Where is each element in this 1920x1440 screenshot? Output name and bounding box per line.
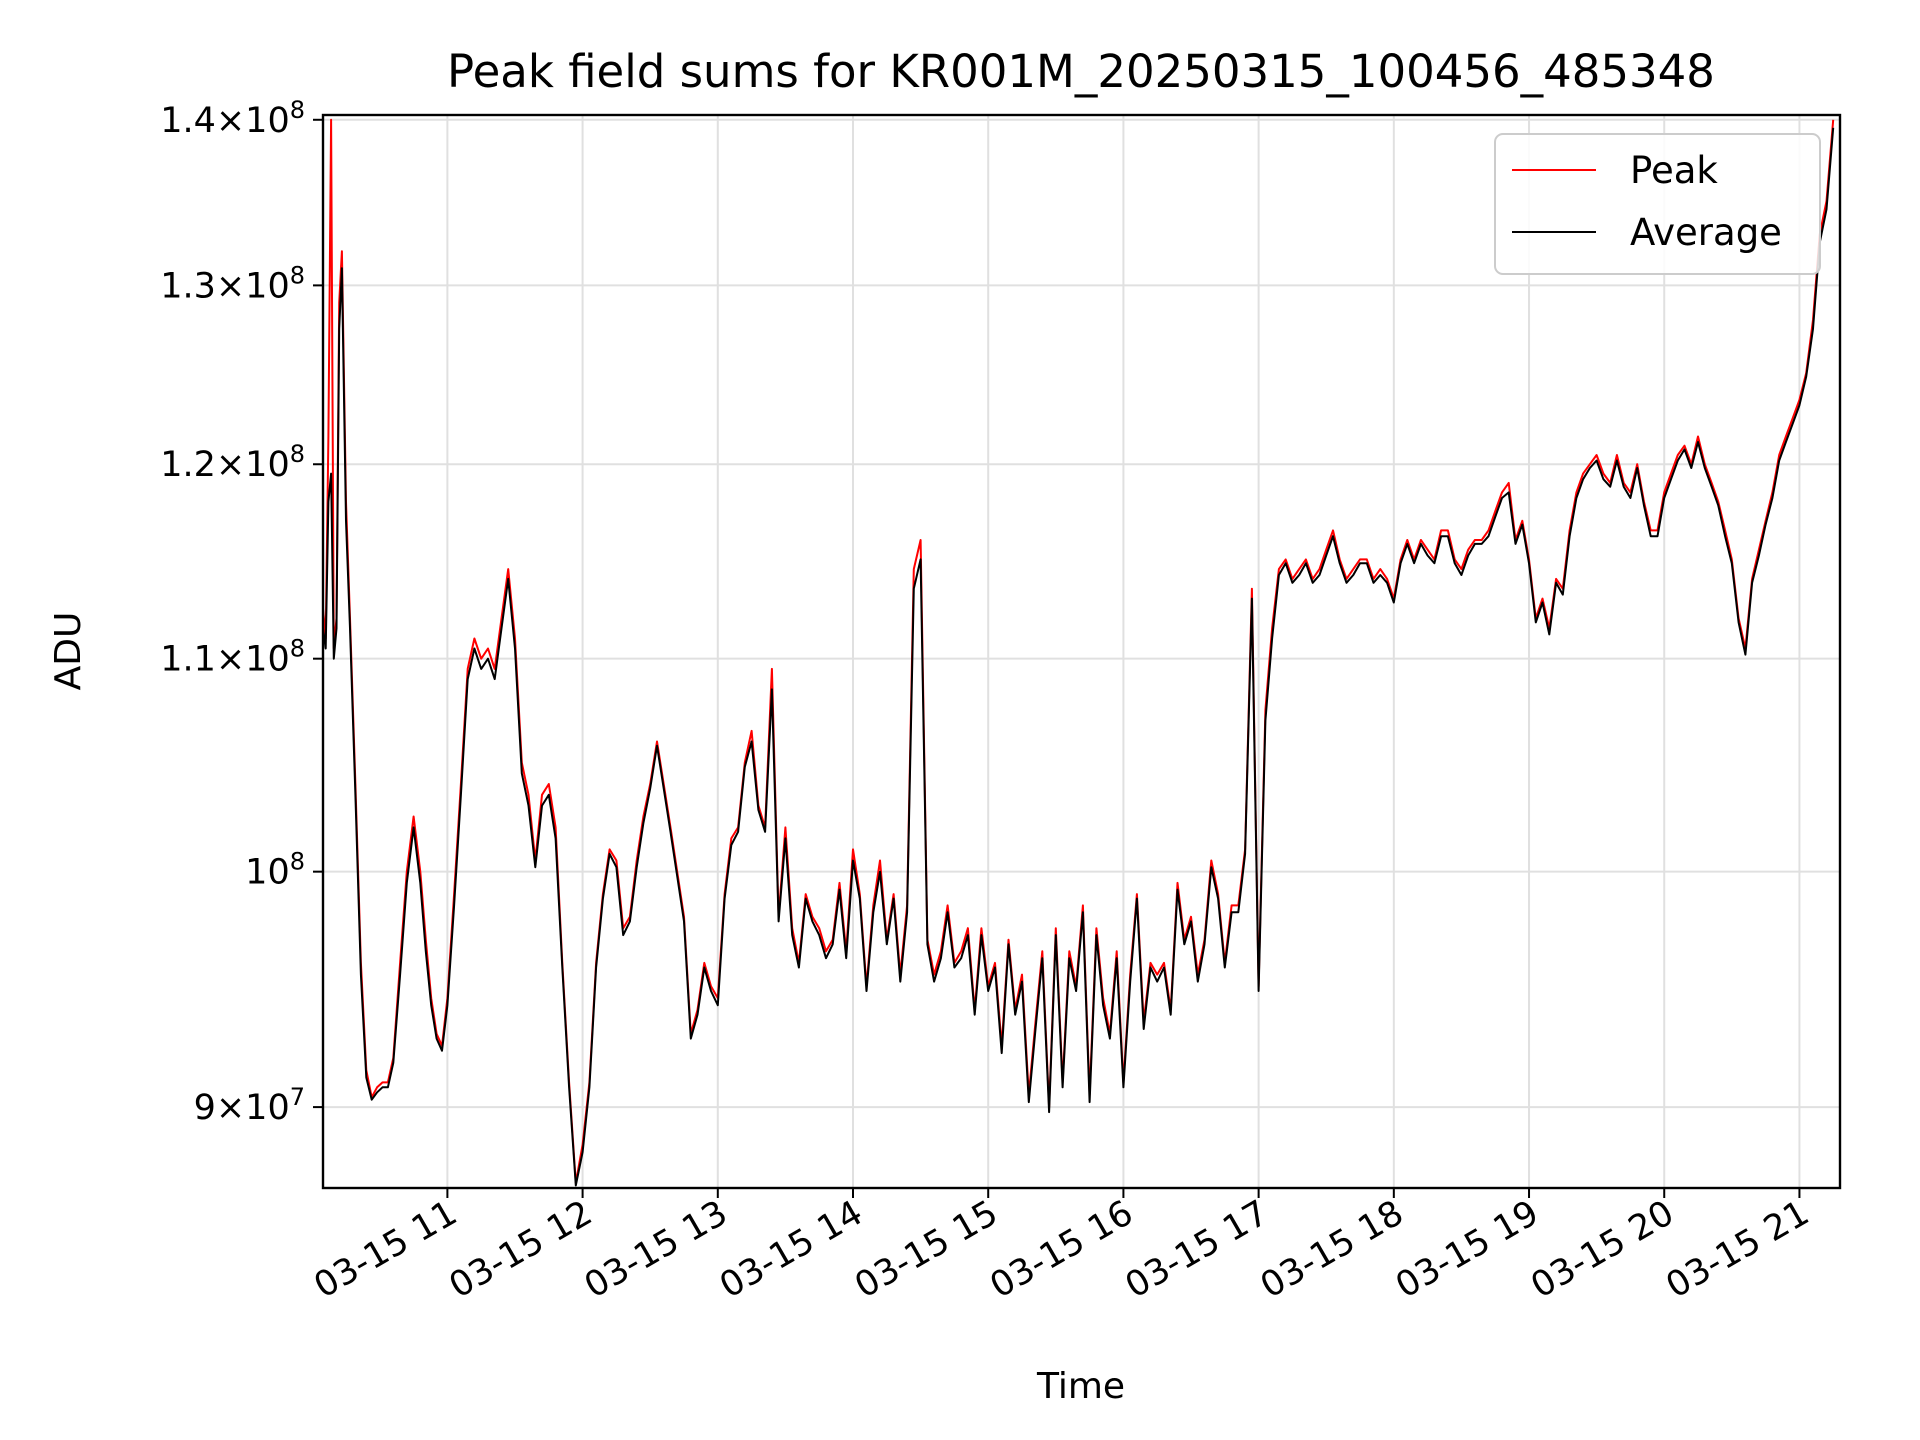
y-tick-base: 1.1×10	[160, 640, 290, 680]
plot-frame	[321, 113, 1842, 1190]
y-tick-label: 1.2×108	[160, 440, 305, 485]
legend-label-average: Average	[1630, 211, 1782, 254]
y-tick-label: 1.4×108	[160, 96, 305, 141]
chart-title: Peak field sums for KR001M_20250315_1004…	[447, 45, 1715, 98]
y-tick-base: 1.2×10	[160, 445, 290, 485]
series-line-average	[323, 127, 1835, 1187]
y-tick-label: 108	[245, 848, 305, 893]
y-tick-label: 1.3×108	[160, 261, 305, 306]
y-tick-exponent: 8	[290, 261, 305, 289]
y-tick-exponent: 7	[290, 1083, 305, 1111]
y-tick-base: 1.3×10	[160, 266, 290, 306]
legend: Peak Average	[1494, 133, 1821, 275]
y-tick-label: 1.1×108	[160, 635, 305, 680]
y-tick-base: 10	[245, 853, 290, 893]
series-layer	[323, 118, 1835, 1187]
y-tick-base: 1.4×10	[160, 101, 290, 141]
grid	[323, 115, 1840, 1188]
y-axis-label: ADU	[48, 612, 89, 691]
y-tick-base: 9×10	[194, 1088, 290, 1128]
y-tick-exponent: 8	[290, 848, 305, 876]
y-tick-exponent: 8	[290, 440, 305, 468]
y-tick-label: 9×107	[194, 1083, 305, 1128]
y-tick-exponent: 8	[290, 96, 305, 124]
x-axis-label: Time	[1036, 1366, 1125, 1407]
legend-label-peak: Peak	[1630, 149, 1718, 192]
y-tick-exponent: 8	[290, 635, 305, 663]
